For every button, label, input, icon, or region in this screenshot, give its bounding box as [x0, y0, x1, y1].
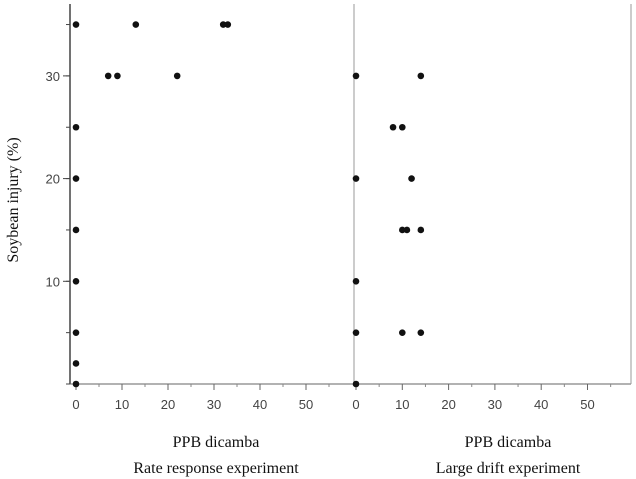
x-tick-label: 10 — [395, 397, 409, 412]
data-point — [72, 226, 80, 234]
data-point — [72, 123, 80, 131]
panels: 0 10 20 30 40 50 PPB dicamba Rate response expe… — [72, 21, 612, 477]
x-axis-title-line2: Rate response experiment — [133, 460, 299, 477]
data-point — [417, 226, 425, 234]
data-point — [408, 175, 415, 182]
x-axis-title-line1: PPB dicamba — [465, 434, 552, 451]
x-tick-label: 50 — [299, 397, 313, 412]
panel-2: 0 10 20 30 40 50 PPB dicamba Large drift experi… — [352, 72, 612, 477]
data-point — [417, 72, 425, 80]
y-axis-title: Soybean injury (%) — [5, 137, 22, 262]
data-point — [399, 329, 406, 336]
x-tick-label: 20 — [441, 397, 455, 412]
x-tick-label: 0 — [72, 397, 79, 412]
data-point — [352, 380, 360, 388]
data-point — [399, 226, 406, 234]
y-tick-label: 20 — [46, 172, 60, 187]
data-point — [72, 277, 80, 285]
data-point — [352, 72, 360, 80]
panel-1: 0 10 20 30 40 50 PPB dicamba Rate response expe… — [72, 21, 330, 477]
data-point — [399, 123, 406, 131]
data-point — [72, 329, 80, 336]
data-point — [173, 72, 181, 80]
data-point — [352, 329, 360, 336]
x-tick-label: 50 — [580, 397, 594, 412]
x-axis-title-line2: Large drift experiment — [436, 460, 581, 477]
y-tick-label: 10 — [46, 274, 60, 289]
data-point — [352, 277, 360, 285]
data-point — [114, 72, 121, 80]
x-tick-label: 30 — [207, 397, 221, 412]
data-point — [352, 175, 360, 182]
data-point — [132, 21, 140, 28]
data-point — [389, 123, 397, 131]
y-axis: 10 20 30 — [46, 24, 70, 385]
data-point — [403, 226, 411, 234]
x-tick-label: 20 — [161, 397, 175, 412]
data-point — [104, 72, 112, 80]
x-axis-title-line1: PPB dicamba — [173, 434, 260, 451]
data-point — [224, 21, 232, 28]
data-point — [72, 175, 80, 182]
data-point — [72, 360, 80, 367]
x-tick-label: 10 — [115, 397, 129, 412]
x-tick-label: 40 — [534, 397, 548, 412]
plot-frame — [69, 4, 632, 385]
data-point — [72, 21, 80, 28]
y-tick-label: 30 — [46, 69, 60, 84]
x-tick-label: 30 — [488, 397, 502, 412]
x-tick-label: 0 — [352, 397, 359, 412]
data-point — [72, 380, 80, 388]
x-tick-label: 40 — [253, 397, 267, 412]
data-point — [219, 21, 227, 28]
data-point — [417, 329, 425, 336]
